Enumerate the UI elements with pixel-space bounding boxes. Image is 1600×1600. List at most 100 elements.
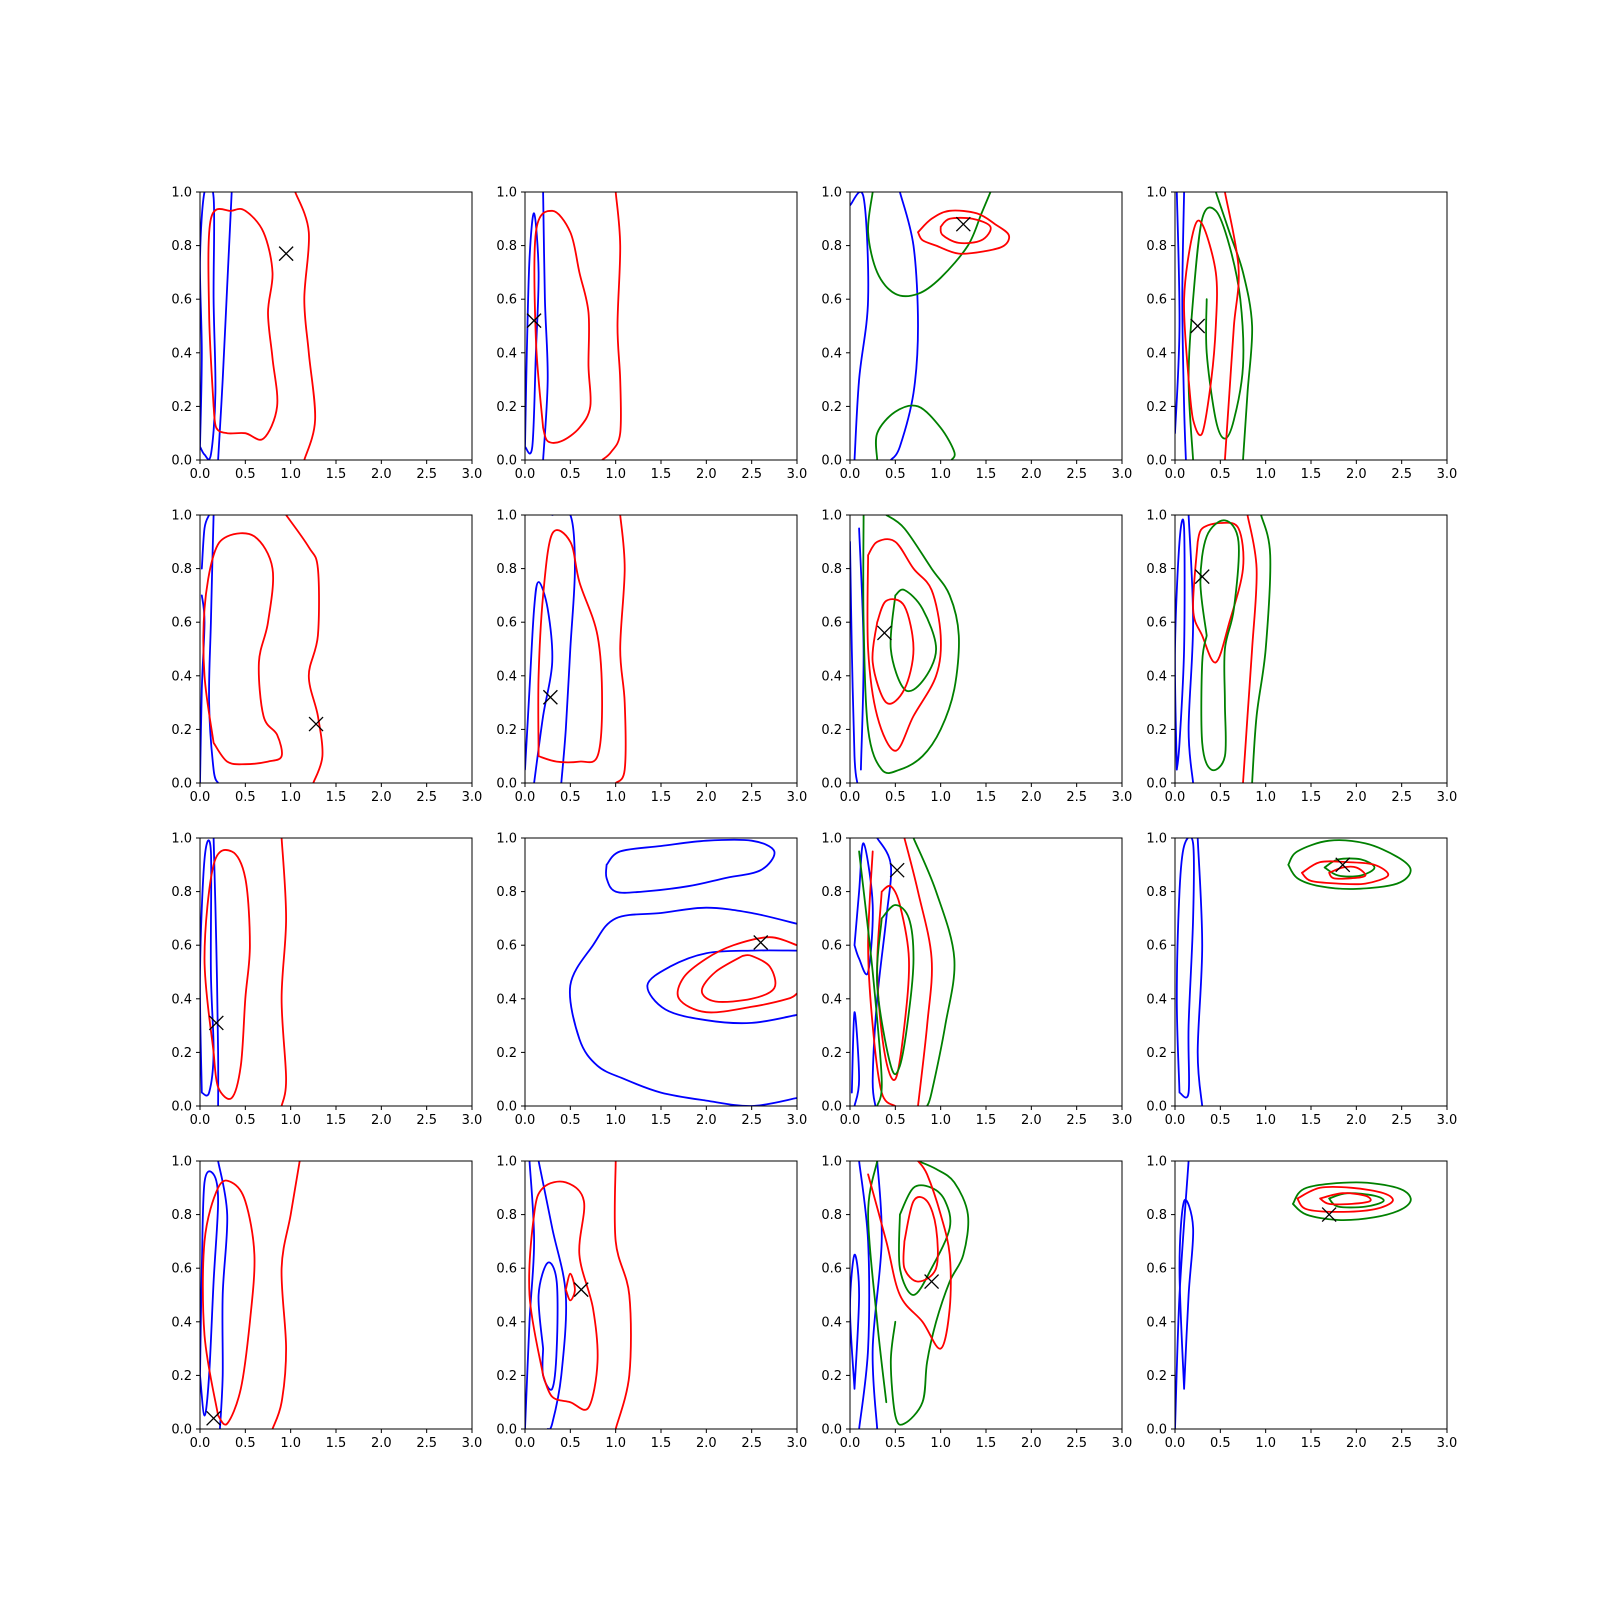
x-tick-label: 2.5: [1066, 1113, 1087, 1128]
contour-group: [568, 838, 797, 1106]
blue-contour-line: [212, 838, 220, 1106]
x-tick-label: 1.5: [326, 467, 347, 482]
x-marker: [542, 689, 558, 705]
x-marker-stroke: [278, 246, 294, 262]
y-tick-label: 1.0: [1146, 509, 1167, 524]
red-contour-line: [1296, 1185, 1394, 1213]
subplot-r2-c1: 0.0 0.5 1.0 1.5 2.0 2.5 3.0 0.0 0.2 0.4 0.6 0.8 1.0: [171, 509, 482, 806]
x-tick-label: 0.5: [885, 1113, 906, 1128]
y-tick-label: 0.2: [821, 400, 842, 415]
x-tick-label: 0.5: [1210, 790, 1231, 805]
red-contour-line: [876, 884, 910, 1081]
green-contour-line: [867, 1161, 888, 1404]
y-tick-label: 0.6: [496, 293, 517, 308]
red-contour-line: [294, 192, 317, 460]
x-tick-label: 0.5: [560, 1113, 581, 1128]
blue-contour-line: [217, 192, 233, 460]
x-tick-label: 0.5: [235, 1436, 256, 1451]
x-tick-label: 1.0: [605, 1113, 626, 1128]
x-tick-label: 1.0: [280, 1436, 301, 1451]
x-tick-label: 2.5: [741, 467, 762, 482]
blue-contour-line: [525, 581, 554, 783]
x-tick-label: 2.5: [416, 467, 437, 482]
y-tick-label: 0.2: [496, 723, 517, 738]
blue-contour-line: [1181, 192, 1187, 460]
green-contour-line: [867, 192, 992, 298]
x-tick-label: 3.0: [1437, 1113, 1458, 1128]
x-tick-label: 2.0: [1021, 467, 1042, 482]
y-tick-label: 0.4: [171, 669, 192, 684]
x-tick-label: 0.5: [235, 1113, 256, 1128]
x-tick-label: 0.0: [840, 1436, 861, 1451]
y-tick-label: 1.0: [171, 186, 192, 201]
y-tick-label: 0.6: [171, 293, 192, 308]
blue-contour-line: [853, 842, 874, 976]
y-tick-label: 0.6: [1146, 1262, 1167, 1277]
x-tick-label: 2.0: [371, 790, 392, 805]
x-tick-label: 2.5: [741, 1436, 762, 1451]
x-marker: [526, 313, 542, 329]
contour-group: [850, 1161, 970, 1429]
blue-contour-line: [850, 192, 870, 460]
x-tick-label: 0.5: [1210, 1113, 1231, 1128]
y-tick-label: 1.0: [821, 186, 842, 201]
red-contour-line: [939, 216, 992, 245]
x-tick-label: 1.5: [326, 1436, 347, 1451]
green-contour-line: [889, 1161, 970, 1426]
subplot-r4-c1: 0.0 0.5 1.0 1.5 2.0 2.5 3.0 0.0 0.2 0.4 0.6 0.8 1.0: [171, 1155, 482, 1452]
y-tick-label: 0.8: [171, 239, 192, 254]
green-contour-line: [1292, 1181, 1412, 1221]
x-marker-stroke: [1194, 569, 1210, 585]
x-marker: [955, 216, 971, 232]
x-marker: [1321, 1207, 1337, 1223]
blue-contour-line: [871, 838, 893, 1106]
y-tick-label: 0.2: [821, 1046, 842, 1061]
x-tick-label: 0.0: [515, 467, 536, 482]
green-contour-line: [862, 515, 960, 775]
x-tick-label: 3.0: [462, 1436, 483, 1451]
y-tick-label: 0.8: [496, 239, 517, 254]
y-tick-label: 1.0: [821, 1155, 842, 1170]
x-marker: [1194, 569, 1210, 585]
y-tick-label: 1.0: [171, 1155, 192, 1170]
y-tick-label: 1.0: [821, 832, 842, 847]
subplot-r4-c2: 0.0 0.5 1.0 1.5 2.0 2.5 3.0 0.0 0.2 0.4 0.6 0.8 1.0: [496, 1155, 807, 1452]
x-tick-label: 3.0: [462, 790, 483, 805]
x-tick-label: 3.0: [1437, 467, 1458, 482]
x-tick-label: 1.0: [605, 790, 626, 805]
x-tick-label: 1.0: [1255, 1436, 1276, 1451]
x-tick-label: 2.5: [416, 1436, 437, 1451]
x-tick-label: 1.0: [1255, 790, 1276, 805]
blue-contour-line: [200, 515, 210, 570]
x-tick-label: 0.0: [1165, 467, 1186, 482]
contour-group: [525, 515, 627, 783]
y-tick-label: 0.0: [1146, 1100, 1167, 1115]
x-marker-stroke: [542, 689, 558, 705]
y-tick-label: 0.8: [1146, 1208, 1167, 1223]
x-tick-label: 0.5: [885, 467, 906, 482]
axes-frame: [849, 191, 1123, 461]
y-tick-label: 0.6: [1146, 939, 1167, 954]
x-tick-label: 2.5: [741, 1113, 762, 1128]
y-tick-label: 0.0: [171, 454, 192, 469]
red-contour-line: [1328, 865, 1367, 880]
x-marker-stroke: [1321, 1207, 1337, 1223]
blue-contour-line: [1187, 515, 1194, 783]
blue-contour-line: [1175, 838, 1195, 1099]
y-tick-label: 0.0: [171, 1100, 192, 1115]
green-contour-line: [1214, 192, 1254, 460]
subplot-r4-c3: 0.0 0.5 1.0 1.5 2.0 2.5 3.0 0.0 0.2 0.4 0.6 0.8 1.0: [821, 1155, 1132, 1452]
y-tick-label: 0.8: [821, 1208, 842, 1223]
y-tick-label: 0.8: [1146, 239, 1167, 254]
blue-contour-line: [200, 192, 217, 460]
y-tick-label: 0.4: [496, 669, 517, 684]
x-tick-label: 2.0: [371, 1436, 392, 1451]
subplot-r2-c4: 0.0 0.5 1.0 1.5 2.0 2.5 3.0 0.0 0.2 0.4 0.6 0.8 1.0: [1146, 509, 1457, 806]
x-tick-label: 0.0: [1165, 1436, 1186, 1451]
y-tick-label: 1.0: [171, 832, 192, 847]
red-contour-line: [601, 192, 622, 460]
y-tick-label: 0.4: [171, 346, 192, 361]
blue-contour-line: [889, 192, 919, 460]
x-tick-label: 1.0: [605, 1436, 626, 1451]
x-tick-label: 2.0: [1346, 467, 1367, 482]
